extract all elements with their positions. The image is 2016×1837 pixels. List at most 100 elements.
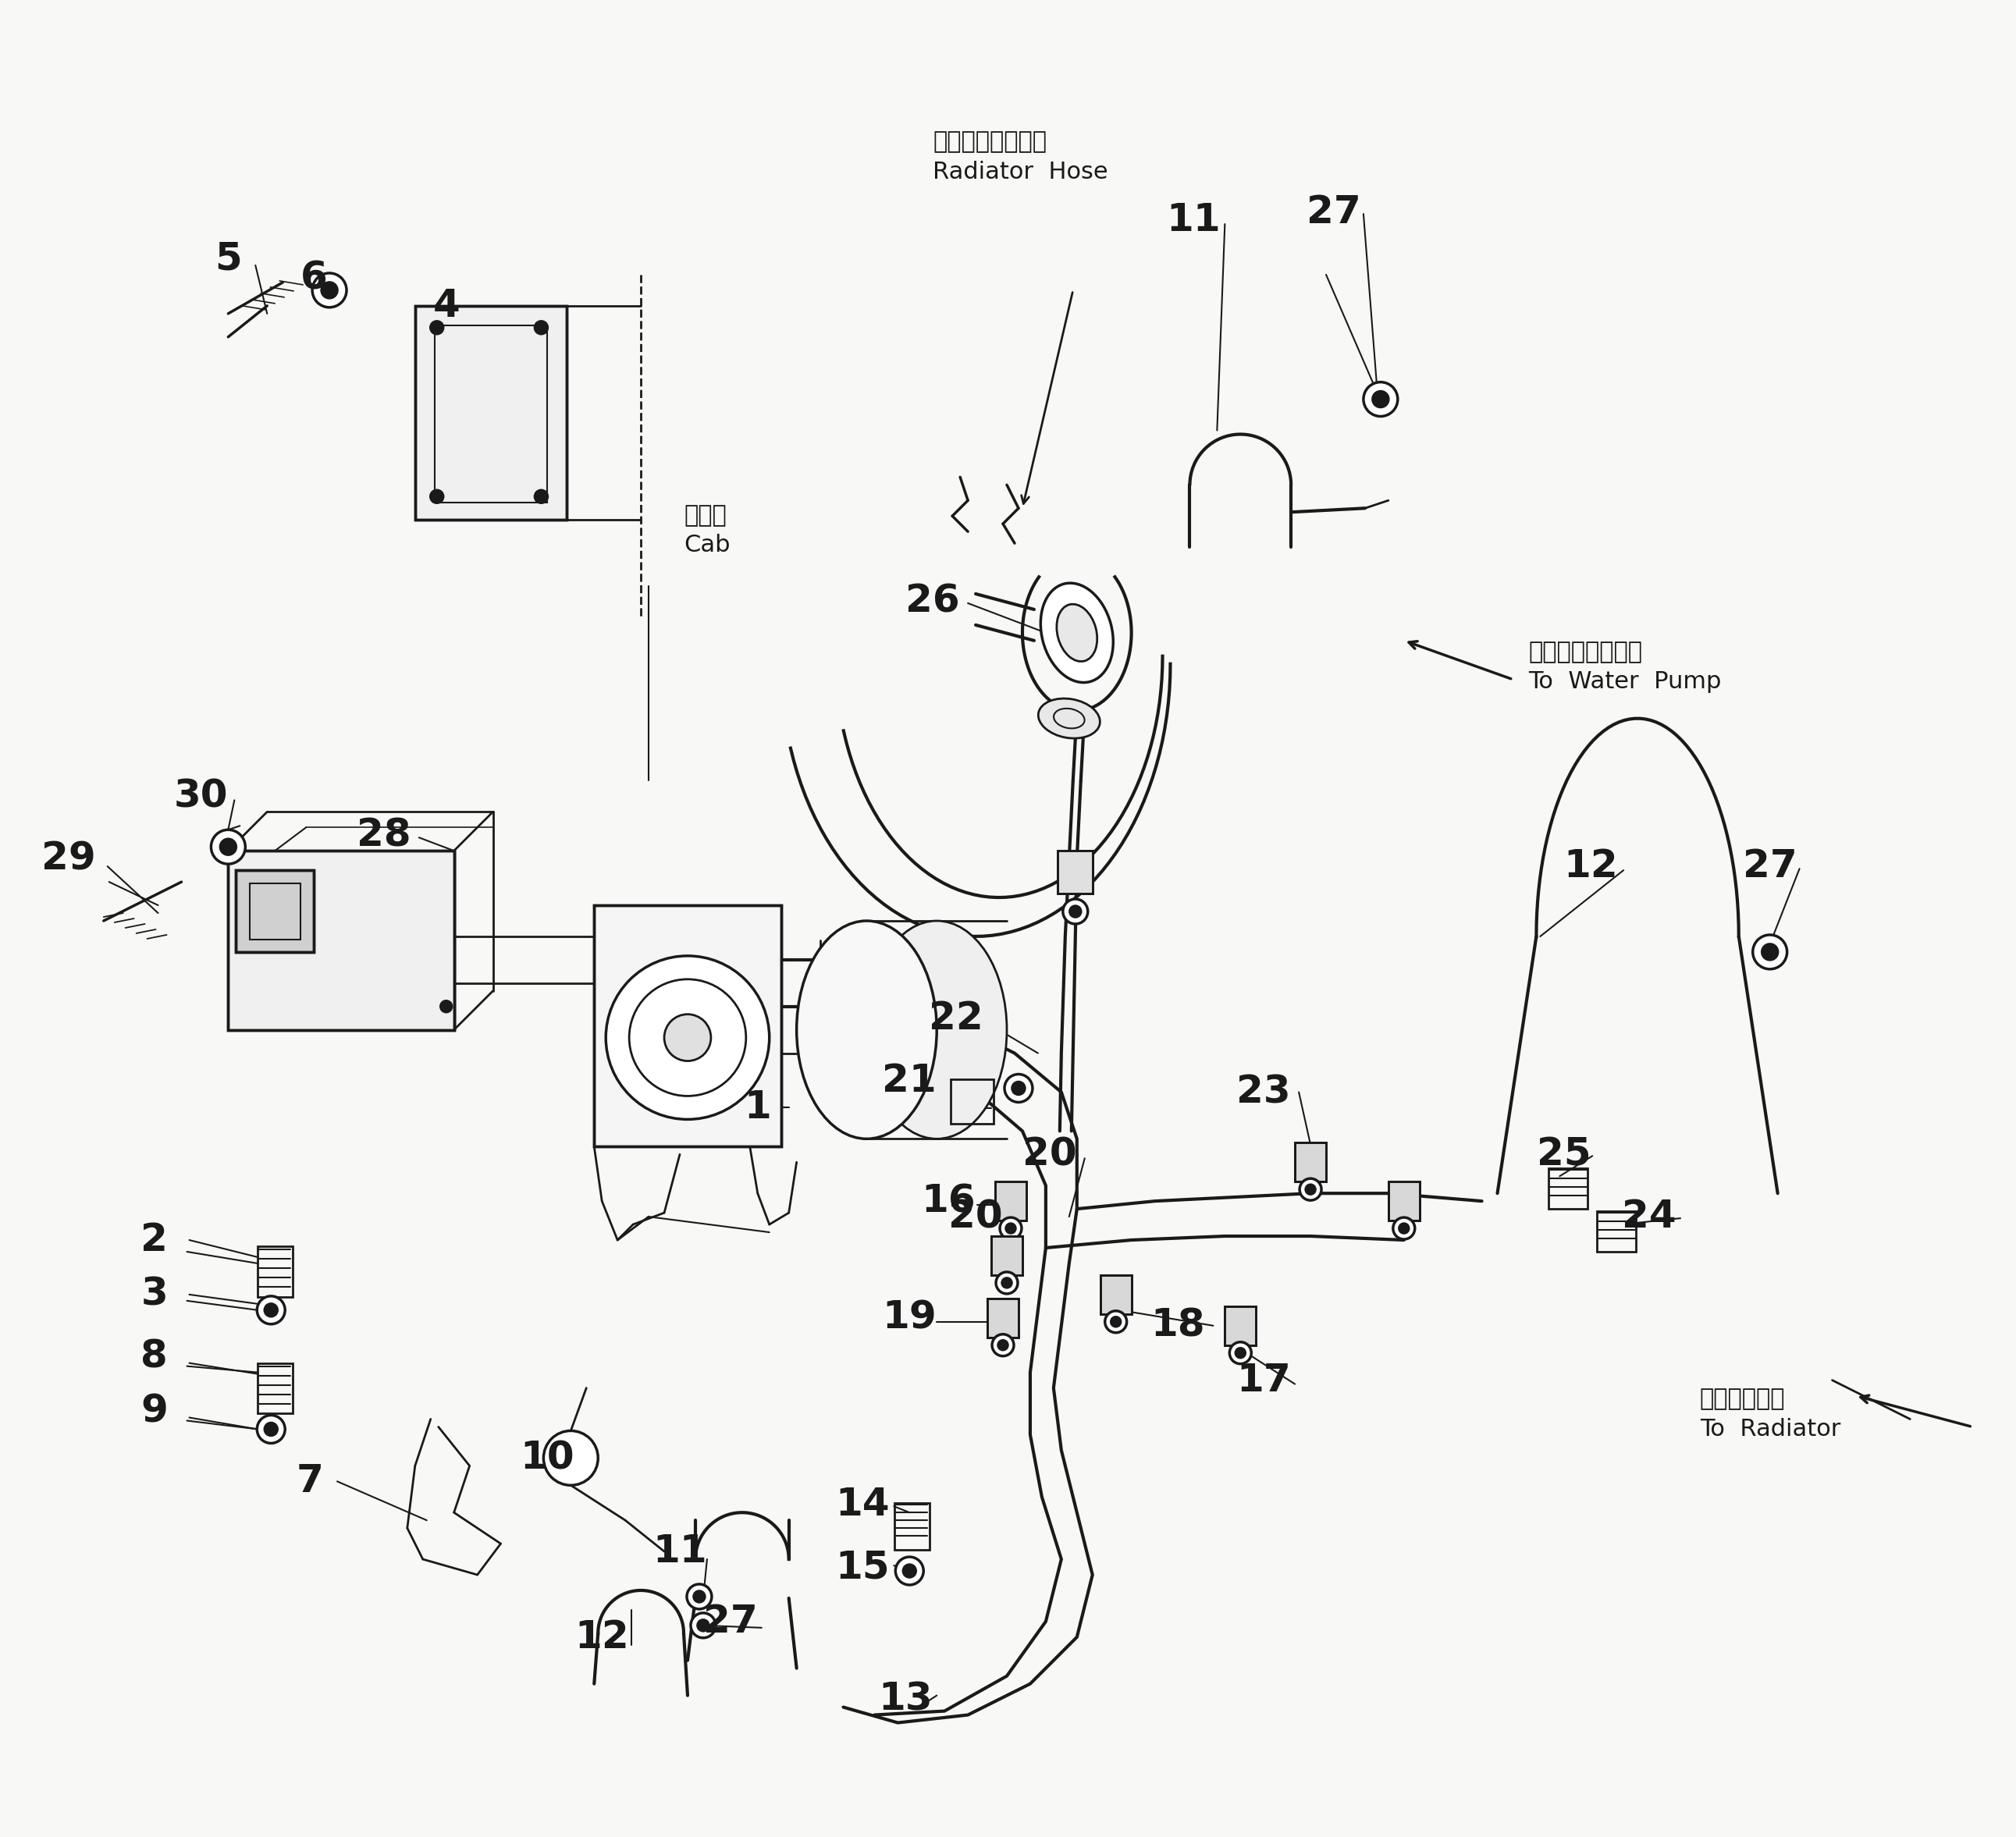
Text: 12: 12 (1564, 847, 1619, 885)
Text: 28: 28 (357, 816, 411, 854)
Bar (435, 325, 548, 503)
Text: 23: 23 (1236, 1073, 1290, 1111)
Circle shape (1752, 935, 1786, 970)
Text: 13: 13 (879, 1681, 933, 1718)
Bar (1294, 1143, 1327, 1181)
Circle shape (1000, 1218, 1022, 1240)
Bar (1101, 1275, 1131, 1313)
Circle shape (220, 840, 236, 854)
Circle shape (895, 1558, 923, 1585)
Ellipse shape (867, 920, 1006, 1139)
Circle shape (1300, 1179, 1320, 1200)
Circle shape (1393, 1218, 1415, 1240)
Text: ラジエータホース
Radiator  Hose: ラジエータホース Radiator Hose (933, 130, 1109, 184)
Bar (988, 1299, 1018, 1337)
Bar (996, 1181, 1026, 1220)
Text: 15: 15 (835, 1549, 889, 1585)
Circle shape (1306, 1185, 1314, 1194)
Text: 25: 25 (1536, 1135, 1591, 1174)
Circle shape (534, 490, 548, 503)
Circle shape (264, 1424, 278, 1435)
Bar (996, 1181, 1026, 1220)
Circle shape (998, 1341, 1008, 1350)
Text: キャブ
Cab: キャブ Cab (683, 505, 730, 557)
Circle shape (1004, 1075, 1032, 1102)
Bar (1226, 1306, 1256, 1345)
Bar (1226, 1306, 1256, 1345)
Circle shape (442, 1001, 452, 1012)
Ellipse shape (1038, 698, 1101, 738)
Circle shape (534, 321, 548, 334)
Bar (415, 305, 566, 520)
Text: 26: 26 (905, 582, 960, 621)
Text: 30: 30 (173, 777, 228, 816)
Circle shape (1006, 1223, 1016, 1233)
Circle shape (431, 321, 444, 334)
Text: 24: 24 (1623, 1198, 1677, 1236)
Bar (236, 871, 314, 952)
Text: ラジエータヘ
To  Radiator: ラジエータヘ To Radiator (1699, 1389, 1841, 1440)
Circle shape (694, 1591, 706, 1602)
Circle shape (256, 1414, 284, 1444)
Bar (992, 1236, 1022, 1275)
Bar (988, 1299, 1018, 1337)
Bar (595, 906, 780, 1146)
Text: ウォータポンプヘ
To  Water  Pump: ウォータポンプヘ To Water Pump (1528, 641, 1722, 693)
Text: 2: 2 (141, 1222, 167, 1258)
Circle shape (431, 490, 444, 503)
Bar (1294, 1143, 1327, 1181)
Circle shape (323, 283, 337, 298)
Circle shape (1363, 382, 1397, 417)
Bar (250, 884, 300, 939)
Circle shape (996, 1271, 1018, 1293)
Text: 20: 20 (948, 1198, 1002, 1236)
Bar (1548, 1168, 1589, 1209)
Ellipse shape (796, 920, 937, 1139)
Bar (415, 305, 566, 520)
Text: 8: 8 (141, 1337, 167, 1376)
Text: 1: 1 (744, 1089, 772, 1126)
Text: 21: 21 (883, 1062, 937, 1099)
Circle shape (698, 1620, 708, 1631)
Circle shape (1070, 906, 1081, 917)
Bar (1597, 1211, 1635, 1251)
Circle shape (544, 1431, 599, 1486)
Circle shape (264, 1304, 278, 1317)
Circle shape (1373, 391, 1389, 408)
Circle shape (1230, 1343, 1252, 1363)
Text: 4: 4 (433, 287, 460, 325)
Ellipse shape (1040, 582, 1113, 683)
Bar (228, 851, 454, 1031)
Circle shape (1236, 1348, 1246, 1358)
Bar (258, 1245, 292, 1297)
Text: 17: 17 (1236, 1361, 1290, 1400)
Circle shape (992, 1334, 1014, 1356)
Ellipse shape (1056, 604, 1097, 661)
Text: 6: 6 (300, 259, 327, 298)
Text: 27: 27 (1742, 847, 1796, 885)
Bar (1101, 1275, 1131, 1313)
Bar (952, 1078, 994, 1124)
Circle shape (1062, 898, 1089, 924)
Text: 11: 11 (1167, 202, 1222, 239)
Text: 27: 27 (704, 1604, 758, 1640)
Circle shape (691, 1613, 716, 1639)
Circle shape (1762, 944, 1778, 959)
Circle shape (903, 1565, 915, 1578)
Bar (236, 871, 314, 952)
Text: 9: 9 (141, 1392, 167, 1429)
Circle shape (1111, 1317, 1121, 1326)
Text: 11: 11 (653, 1532, 708, 1571)
Bar (1389, 1181, 1419, 1220)
Text: 7: 7 (296, 1462, 323, 1501)
Circle shape (687, 1583, 712, 1609)
Text: 10: 10 (520, 1440, 575, 1477)
Bar (1389, 1181, 1419, 1220)
Text: 3: 3 (141, 1277, 167, 1313)
Circle shape (312, 274, 347, 307)
Text: 14: 14 (835, 1486, 889, 1523)
Text: 19: 19 (883, 1299, 937, 1337)
Text: 12: 12 (575, 1618, 629, 1655)
Circle shape (629, 979, 746, 1097)
Circle shape (607, 955, 770, 1119)
